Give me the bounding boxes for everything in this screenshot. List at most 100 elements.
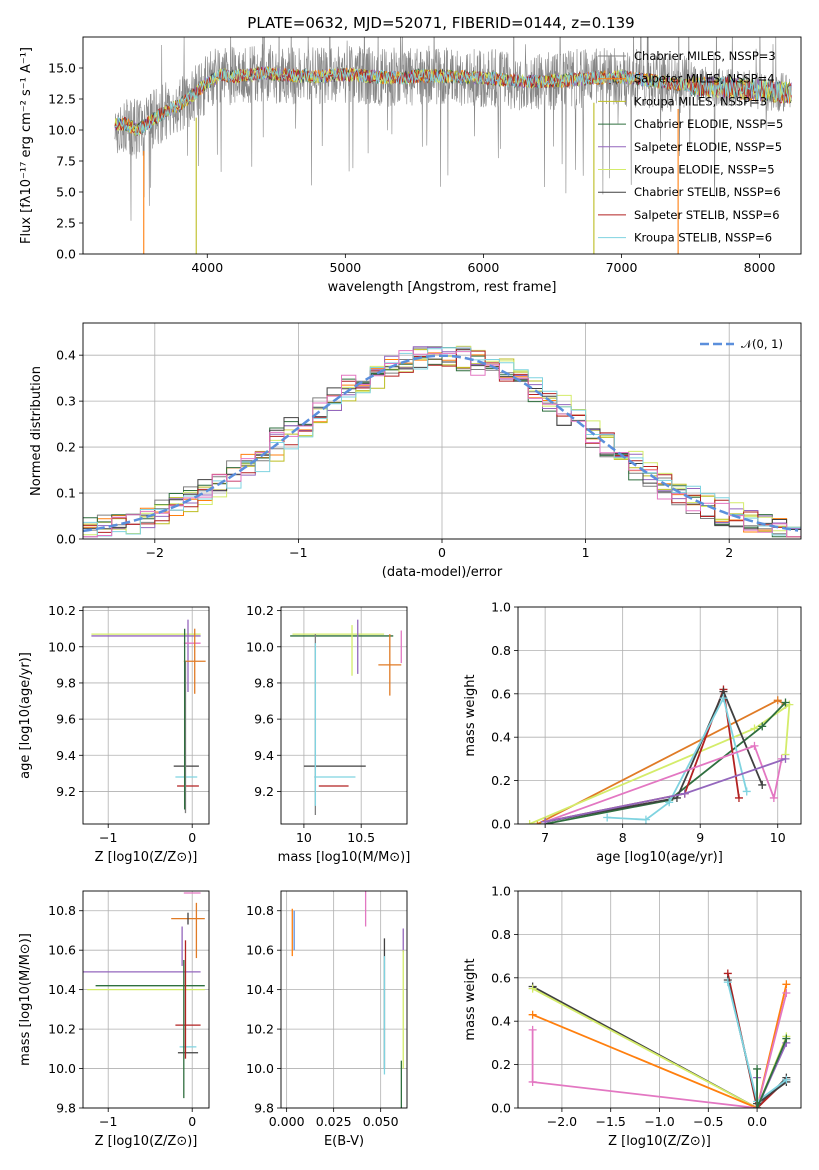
- mass-weight-point-marker: [742, 787, 751, 796]
- axes-frame: [280, 890, 408, 1109]
- y-tick-label: 0.3: [56, 394, 76, 409]
- plot-area: [91, 619, 206, 814]
- axes-frame: [82, 890, 210, 1109]
- y-tick-label: 0.8: [491, 927, 511, 942]
- x-tick-label: 0: [188, 1114, 196, 1129]
- mass-weight-series-line: [544, 758, 786, 823]
- spectrum-legend: Chabrier MILES, NSSP=3 Salpeter MILES, NS…: [598, 49, 783, 245]
- x-tick-label: 7: [541, 830, 549, 845]
- plot-area: [114, 37, 792, 254]
- y-tick-label: 9.6: [254, 712, 274, 727]
- panel-mass-weight-vs-age: 7 8 9 10 0.0 0.2 0.4 0.6 0.8 1.0 age [log10(age/yr…: [463, 600, 802, 865]
- mass-weight-point-marker: [753, 1104, 762, 1108]
- y-axis-label: Normed distribution: [29, 366, 44, 496]
- y-tick-label: 10.2: [246, 1022, 274, 1037]
- x-tick-label: 0: [438, 545, 446, 560]
- y-tick-label: 10.0: [48, 1061, 76, 1076]
- plot-area: [83, 345, 801, 538]
- mass-weight-point-marker: [773, 696, 782, 705]
- axes-frame: [82, 322, 802, 540]
- y-tick-label: 10.8: [48, 903, 76, 918]
- mass-weight-point-marker: [734, 793, 743, 802]
- mass-weight-series-line: [544, 689, 764, 823]
- x-axis-label: (data-model)/error: [382, 565, 503, 580]
- x-tick-label: 7000: [606, 260, 638, 275]
- plot-area: [291, 891, 404, 1108]
- y-axis-label: age [log10(age/yr)]: [18, 652, 33, 779]
- x-tick-label: −2: [146, 545, 164, 560]
- mass-weight-point-marker: [782, 988, 791, 997]
- y-tick-label: 9.8: [254, 675, 274, 690]
- figure-title: PLATE=0632, MJD=52071, FIBERID=0144, z=0…: [247, 14, 634, 32]
- y-tick-label: 0.0: [56, 247, 76, 262]
- legend-entry: 𝒩(0, 1): [741, 337, 783, 351]
- mass-weight-point-marker: [665, 798, 674, 807]
- mass-weight-series-line: [529, 702, 791, 824]
- y-tick-label: 0.4: [56, 348, 76, 363]
- y-tick-label: 10.6: [48, 943, 76, 958]
- y-axis-label: mass weight: [463, 958, 478, 1040]
- y-tick-label: 0.0: [491, 817, 511, 832]
- mass-weight-point-marker: [528, 1010, 537, 1019]
- x-tick-label: 10: [770, 830, 786, 845]
- panel-mass-vs-Z: −1 0 9.8 10.0 10.2 10.4 10.6 10.8 Z [log10(Z/Z⊙)…: [18, 890, 210, 1149]
- y-tick-label: 9.6: [56, 712, 76, 727]
- y-tick-label: 0.0: [56, 532, 76, 547]
- axes-frame: [517, 890, 802, 1109]
- mass-weight-point-marker: [528, 1025, 537, 1034]
- x-axis-label: Z [log10(Z/Z⊙)]: [95, 1134, 198, 1149]
- x-tick-label: 6000: [468, 260, 500, 275]
- y-tick-label: 9.4: [56, 748, 76, 763]
- x-tick-label: −1: [289, 545, 307, 560]
- y-tick-label: 2.5: [56, 216, 76, 231]
- y-tick-label: 9.8: [254, 1101, 274, 1116]
- x-tick-label: −1: [99, 830, 117, 845]
- legend-entry: Salpeter MILES, NSSP=4: [634, 72, 775, 86]
- panel-mass-vs-EBV: 0.000 0.025 0.050 9.8 10.0 10.2 10.4 10.6 10.8 E(…: [246, 890, 408, 1149]
- x-tick-label: −1.0: [644, 1114, 674, 1129]
- mass-weight-point-marker: [781, 754, 790, 763]
- y-tick-label: 10.2: [48, 603, 76, 618]
- mass-weight-point-marker: [641, 815, 650, 824]
- legend-entry: Salpeter STELIB, NSSP=6: [634, 208, 780, 222]
- x-axis-label: E(B-V): [324, 1134, 364, 1149]
- y-tick-label: 10.2: [246, 603, 274, 618]
- spectrum-series-line: [114, 67, 792, 137]
- y-tick-label: 0.2: [491, 773, 511, 788]
- plot-area: [528, 969, 791, 1108]
- x-tick-label: 4000: [191, 260, 223, 275]
- x-tick-label: 2: [725, 545, 733, 560]
- x-axis-label: Z [log10(Z/Z⊙)]: [608, 1134, 711, 1149]
- residuals-legend: 𝒩(0, 1): [700, 337, 783, 351]
- x-tick-label: 0.025: [316, 1114, 352, 1129]
- x-tick-label: 5000: [329, 260, 361, 275]
- y-tick-label: 0.4: [491, 1014, 511, 1029]
- panel-residuals: −2 −1 0 1 2 0.0 0.1 0.2 0.3 0.4 (data-model)/error…: [29, 322, 802, 580]
- x-tick-label: 1: [582, 545, 590, 560]
- gaussian-curve: [83, 354, 799, 533]
- y-tick-label: 10.0: [48, 639, 76, 654]
- histogram-step-line: [83, 350, 801, 538]
- panel-spectrum: 4000 5000 6000 7000 8000 0.0 2.5 5.0 7.5 10.0 12.5…: [19, 36, 802, 295]
- x-axis-label: Z [log10(Z/Z⊙)]: [95, 850, 198, 865]
- x-tick-label: −1.5: [596, 1114, 626, 1129]
- y-tick-label: 0.1: [56, 486, 76, 501]
- panel-age-vs-Z: −1 0 9.2 9.4 9.6 9.8 10.0 10.2 Z [log10(Z/Z⊙)] ag…: [18, 603, 210, 865]
- x-tick-label: 8000: [744, 260, 776, 275]
- mass-weight-series-line: [544, 744, 783, 823]
- y-tick-label: 1.0: [491, 884, 511, 899]
- x-tick-label: 0.0: [747, 1114, 767, 1129]
- y-tick-label: 0.8: [491, 643, 511, 658]
- mass-weight-series-line: [531, 992, 788, 1108]
- x-tick-label: −0.5: [693, 1114, 723, 1129]
- y-tick-label: 0.2: [56, 440, 76, 455]
- y-tick-label: 7.5: [56, 154, 76, 169]
- mass-weight-point-marker: [753, 1064, 762, 1073]
- axes-frame: [82, 606, 210, 825]
- mass-weight-point-marker: [528, 984, 537, 993]
- mass-weight-point-marker: [782, 1075, 791, 1084]
- y-tick-label: 10.0: [48, 123, 76, 138]
- plot-area: [290, 619, 402, 815]
- panel-mass-weight-vs-Z: −2.0 −1.5 −1.0 −0.5 0.0 0.0 0.2 0.4 0.6 0.8 1.0 Z […: [463, 884, 802, 1149]
